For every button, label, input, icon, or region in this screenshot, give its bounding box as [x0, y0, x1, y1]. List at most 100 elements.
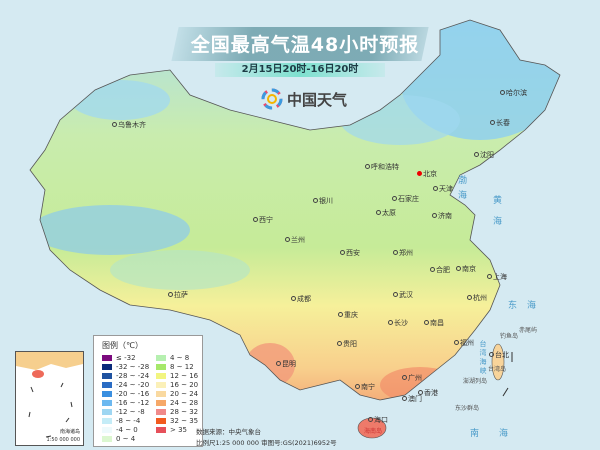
- city-label: 台北: [489, 350, 509, 360]
- legend-swatch: [102, 417, 112, 424]
- city-label: 长春: [490, 118, 510, 128]
- legend-label: 8 ~ 12: [170, 362, 194, 371]
- legend-label: -8 ~ -4: [116, 416, 141, 425]
- city-label: 上海: [487, 272, 507, 282]
- legend-item: 16 ~ 20: [156, 380, 206, 389]
- south-china-sea-inset: 南海诸岛 1:50 000 000: [15, 351, 84, 446]
- legend-label: 0 ~ 4: [116, 434, 136, 443]
- legend-label: -4 ~ 0: [116, 425, 138, 434]
- city-label: 北京: [417, 169, 437, 179]
- legend-swatch: [102, 372, 112, 379]
- legend-label: 4 ~ 8: [170, 353, 190, 362]
- page-title: 全国最高气温48小时预报: [190, 34, 420, 56]
- city-label: 合肥: [430, 265, 450, 275]
- island-label: 澎湖列岛: [463, 378, 488, 385]
- legend-label: ≤ -32: [116, 353, 136, 362]
- logo-text: 中国天气: [287, 90, 348, 109]
- city-label: 石家庄: [392, 194, 419, 204]
- legend-swatch: [102, 363, 112, 370]
- legend-item: 12 ~ 16: [156, 371, 206, 380]
- legend-item: -12 ~ -8: [102, 407, 152, 416]
- legend-label: -32 ~ -28: [116, 362, 150, 371]
- legend-label: -24 ~ -20: [116, 380, 150, 389]
- city-label: 武汉: [393, 290, 413, 300]
- legend-item: 28 ~ 32: [156, 407, 206, 416]
- legend-swatch: [156, 408, 166, 415]
- sea-label: 台湾海峡: [479, 340, 487, 376]
- city-label: 兰州: [285, 235, 305, 245]
- legend-label: -16 ~ -12: [116, 398, 150, 407]
- city-label: 长沙: [388, 318, 408, 328]
- island-label: 东沙群岛: [455, 405, 480, 412]
- legend-item: -28 ~ -24: [102, 371, 152, 380]
- city-label: 太原: [376, 208, 396, 218]
- inset-map: [16, 352, 83, 438]
- legend-item: 4 ~ 8: [156, 353, 206, 362]
- city-label: 重庆: [338, 310, 358, 320]
- city-label: 福州: [454, 338, 474, 348]
- island-label: 钓鱼岛: [500, 333, 519, 340]
- legend: 图例（℃） ≤ -32 -32 ~ -28 -28 ~ -24 -24 ~ -20 -2…: [93, 335, 203, 447]
- city-label: 呼和浩特: [365, 162, 399, 172]
- city-label: 西宁: [253, 215, 273, 225]
- map-scale-approval: 比例尺1:25 000 000 审图号:GS(2021)6952号: [196, 439, 337, 447]
- legend-label: -28 ~ -24: [116, 371, 150, 380]
- legend-swatch: [102, 399, 112, 406]
- pinwheel-logo-icon: [261, 88, 283, 110]
- legend-swatch: [156, 354, 166, 361]
- city-label: 天津: [433, 184, 453, 194]
- legend-swatch: [156, 399, 166, 406]
- city-label: 西安: [340, 248, 360, 258]
- city-label: 拉萨: [168, 290, 188, 300]
- island-label: 海南岛: [364, 428, 383, 435]
- city-label: 哈尔滨: [500, 88, 527, 98]
- city-label: 广州: [402, 373, 422, 383]
- legend-swatch: [156, 372, 166, 379]
- legend-swatch: [102, 381, 112, 388]
- logo: 中国天气: [261, 88, 347, 110]
- legend-swatch: [156, 390, 166, 397]
- legend-label: -12 ~ -8: [116, 407, 145, 416]
- legend-swatch: [102, 390, 112, 397]
- legend-swatch: [156, 363, 166, 370]
- city-label: 澳门: [402, 394, 422, 404]
- sea-label: 南海: [470, 429, 529, 439]
- legend-swatch: [156, 417, 166, 424]
- sea-label: 渤海: [456, 175, 466, 205]
- legend-item: -16 ~ -12: [102, 398, 152, 407]
- island-label: 赤尾屿: [519, 327, 538, 334]
- legend-item: -32 ~ -28: [102, 362, 152, 371]
- city-label: 香港: [418, 388, 438, 398]
- legend-title: 图例（℃）: [102, 341, 143, 350]
- city-label: 成都: [291, 294, 311, 304]
- inset-scale: 1:50 000 000: [46, 437, 81, 443]
- legend-item: 20 ~ 24: [156, 389, 206, 398]
- legend-swatch: [102, 408, 112, 415]
- legend-label: > 35: [170, 425, 187, 434]
- city-label: 乌鲁木齐: [112, 120, 146, 130]
- city-label: 海口: [368, 415, 388, 425]
- island-label: 台湾岛: [488, 366, 507, 373]
- legend-label: 12 ~ 16: [170, 371, 199, 380]
- legend-label: 16 ~ 20: [170, 380, 199, 389]
- legend-label: 24 ~ 28: [170, 398, 199, 407]
- legend-item: -8 ~ -4: [102, 416, 152, 425]
- legend-label: 28 ~ 32: [170, 407, 199, 416]
- legend-swatch: [156, 426, 166, 433]
- legend-item: -20 ~ -16: [102, 389, 152, 398]
- city-label: 昆明: [276, 359, 296, 369]
- legend-item: 0 ~ 4: [102, 434, 152, 443]
- data-source: 数据来源：中央气象台: [196, 428, 261, 436]
- city-label: 南宁: [355, 382, 375, 392]
- sea-label: 东海: [508, 301, 547, 311]
- legend-label: -20 ~ -16: [116, 389, 150, 398]
- legend-swatch: [102, 435, 112, 442]
- legend-item: > 35: [156, 425, 206, 434]
- city-label: 济南: [432, 211, 452, 221]
- city-label: 杭州: [467, 293, 487, 303]
- legend-swatch: [156, 381, 166, 388]
- legend-item: 8 ~ 12: [156, 362, 206, 371]
- legend-item: -24 ~ -20: [102, 380, 152, 389]
- legend-swatch: [102, 354, 112, 361]
